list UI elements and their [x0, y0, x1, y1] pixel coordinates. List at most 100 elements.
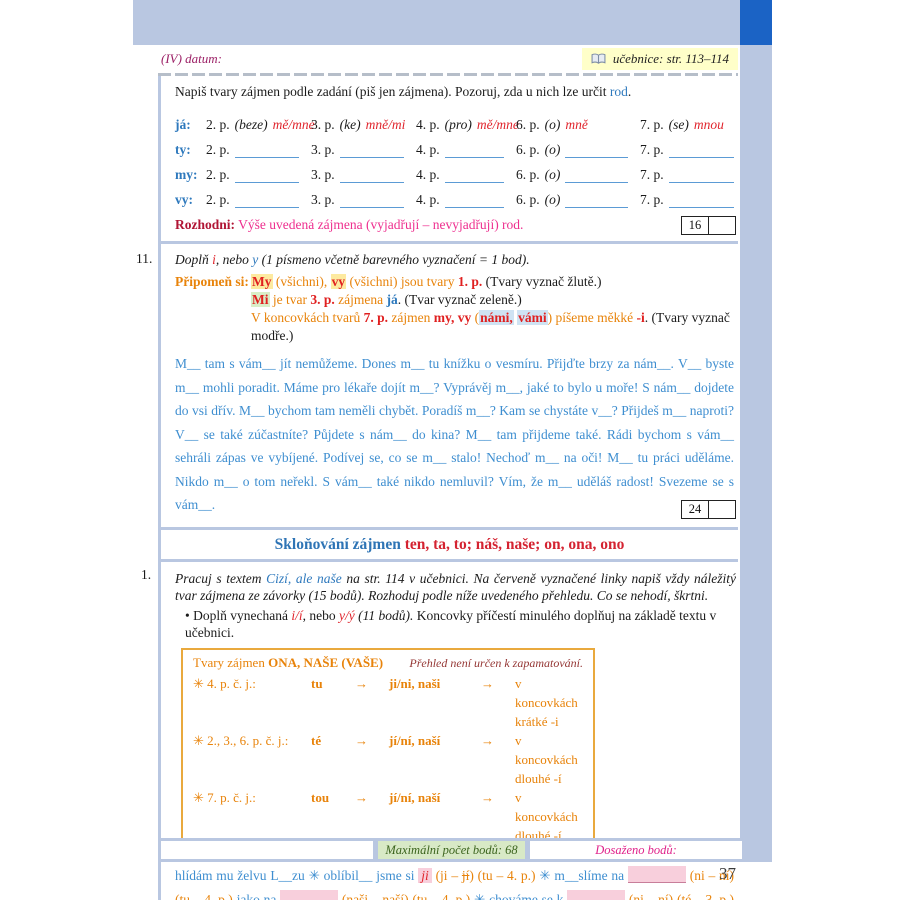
answer-line: [234, 143, 299, 158]
case-cell: 7. p.: [640, 167, 736, 183]
text-segment: Doplň: [175, 252, 213, 267]
text-segment: ) píšeme měkké: [547, 310, 637, 325]
text-segment: jí: [461, 867, 470, 883]
rozhodni-label: Rozhodni:: [175, 217, 236, 232]
text-segment: .: [627, 84, 632, 99]
arrow-icon: →: [481, 732, 494, 748]
exercise-11: 11. Doplň i, nebo y (1 písmeno včetně ba…: [136, 244, 738, 527]
text-segment: , nebo: [302, 607, 339, 623]
exercise-11-title: Doplň i, nebo y (1 písmeno včetně barevn…: [175, 252, 736, 268]
text-segment: i: [212, 252, 216, 267]
text-segment: vy: [330, 274, 347, 289]
answer-line: [444, 168, 504, 183]
overview-row: ✳ 4. p. č. j.: tu → ji/ni, naši → v koncovkác…: [193, 674, 583, 731]
exercise-instruction: Napiš tvary zájmen podle zadání (piš jen…: [175, 84, 736, 100]
overview-row: ✳ 2., 3., 6. p. č. j.: té → jí/ní, naší → v k…: [193, 731, 583, 788]
example-answer: mně/mi: [365, 117, 406, 132]
overview-cell: v koncovkách krátké -i: [515, 675, 578, 729]
overview-box: Tvary zájmen ONA, NAŠE (VAŠE) Přehled ne…: [181, 647, 595, 854]
arrow-icon: →: [355, 789, 368, 805]
overview-cell: ji/ni, naši: [389, 675, 441, 691]
text-segment: (všichni),: [272, 274, 331, 289]
text-segment: jako na: [232, 892, 281, 900]
case-cell: 2. p. (beze) mě/mne: [206, 117, 315, 133]
text-segment: (: [471, 310, 480, 325]
case-label: 7. p.: [640, 117, 664, 132]
pronoun-table: já: 2. p. (beze) mě/mne 3. p. (ke) mně/mi 4. p.…: [175, 108, 736, 208]
remember-line: V koncovkách tvarů 7. p. zájmen my, vy (…: [251, 309, 736, 345]
text-segment: my, vy: [433, 310, 472, 325]
text-segment: hlídám mu želvu L__zu ✳ oblíbil__ jsme s…: [175, 867, 419, 883]
text-segment: , nebo: [215, 252, 253, 267]
answer-line: [668, 143, 734, 158]
overview-box-header: Tvary zájmen ONA, NAŠE (VAŠE) Přehled ne…: [193, 655, 583, 671]
overview-cell: ✳ 7. p. č. j.:: [193, 789, 256, 805]
section-divider: [161, 241, 738, 244]
case-cell: 4. p. (pro) mě/mne: [416, 117, 519, 133]
overview-cell: tou: [311, 789, 330, 805]
case-label: 7. p.: [640, 142, 664, 157]
case-cell: 6. p. (o): [516, 142, 640, 158]
case-label: 2. p.: [206, 167, 230, 182]
overview-row: ✳ 7. p. č. j.: tou → jí/ní, naší → v koncovká…: [193, 788, 583, 845]
text-segment: -i: [636, 310, 645, 325]
text-segment: (ni – ní) (té – 3. p.): [625, 892, 734, 900]
text-segment: zájmen: [388, 310, 434, 325]
text-segment: (naši – naší) (tu – 4. p.): [338, 892, 471, 900]
example-answer: mě/mne: [476, 117, 519, 132]
example-answer: mě/mne: [272, 117, 315, 132]
preposition-hint: (o): [544, 167, 561, 182]
text-segment: V koncovkách tvarů: [251, 310, 364, 325]
case-cell: 7. p.: [640, 142, 736, 158]
exercise-pronoun-forms: Napiš tvary zájmen podle zadání (piš jen…: [161, 76, 738, 241]
case-cell: 6. p. (o) mně: [516, 117, 640, 133]
answer-line: [565, 143, 628, 158]
pronoun-label: my:: [175, 167, 198, 182]
score-achieved-cell: [709, 501, 735, 518]
text-segment: . (Tvary vyznač modře.): [251, 310, 730, 343]
case-label: 4. p.: [416, 167, 440, 182]
case-label: 6. p.: [516, 117, 540, 132]
overview-box-rows: ✳ 4. p. č. j.: tu → ji/ni, naši → v koncovkác…: [193, 674, 583, 845]
overview-cell: v koncovkách dlouhé -í: [515, 789, 578, 843]
rozhodni-text: Výše uvedená zájmena (vyjadřují – nevyja…: [238, 217, 524, 232]
rozhodni-line: Rozhodni: Výše uvedená zájmena (vyjadřuj…: [175, 217, 736, 233]
arrow-icon: →: [481, 789, 494, 805]
text-segment: i/í: [291, 607, 303, 623]
preposition-hint: (se): [668, 117, 689, 132]
score-max: 16: [682, 217, 709, 234]
text-segment: (Tvary vyznač žlutě.): [482, 274, 602, 289]
page-number: 37: [719, 864, 736, 883]
remember-block: Připomeň si: My (všichni), vy (všichni) …: [175, 273, 736, 345]
case-label: 3. p.: [311, 142, 335, 157]
page-header: (IV) datum: učebnice: str. 113–114: [158, 47, 738, 71]
right-decor-band: [740, 45, 772, 862]
example-answer: mně: [565, 117, 588, 132]
text-segment: y/ý: [338, 607, 355, 623]
case-cell: 4. p.: [416, 167, 516, 183]
remember-label: Připomeň si:: [175, 274, 249, 289]
preposition-hint: (pro): [444, 117, 472, 132]
preposition-hint: (o): [544, 117, 561, 132]
text-segment: Mi: [251, 292, 270, 307]
case-cell: 2. p.: [206, 142, 311, 158]
overview-box-note: Přehled není určen k zapamatování.: [409, 655, 583, 670]
overview-cell: v koncovkách dlouhé -í: [515, 732, 578, 786]
section-title-blue: Skloňování zájmen: [274, 535, 405, 553]
text-segment: (1 písmeno včetně barevného vyznačení = …: [258, 252, 530, 267]
pronoun-row: já: 2. p. (beze) mě/mne 3. p. (ke) mně/mi 4. p.…: [175, 108, 736, 133]
answer-line: [668, 193, 734, 208]
remember-line: Mi je tvar 3. p. zájmena já. (Tvar vyzna…: [251, 291, 736, 309]
case-label: 2. p.: [206, 117, 230, 132]
case-cell: 3. p.: [311, 142, 416, 158]
case-label: 7. p.: [640, 192, 664, 207]
arrow-icon: →: [355, 675, 368, 691]
overview-cell: jí/ní, naší: [389, 732, 441, 748]
score-achieved-cell: [709, 217, 735, 234]
corner-accent: [740, 0, 772, 45]
textbook-reference: učebnice: str. 113–114: [612, 51, 729, 66]
cloze-paragraph: hlídám mu želvu L__zu ✳ oblíbil__ jsme s…: [175, 864, 736, 900]
pronoun-label: ty:: [175, 142, 191, 157]
exercise-1-bullet: • Doplň vynechaná i/í, nebo y/ý (11 bodů…: [175, 607, 736, 642]
case-cell: 3. p.: [311, 167, 416, 183]
